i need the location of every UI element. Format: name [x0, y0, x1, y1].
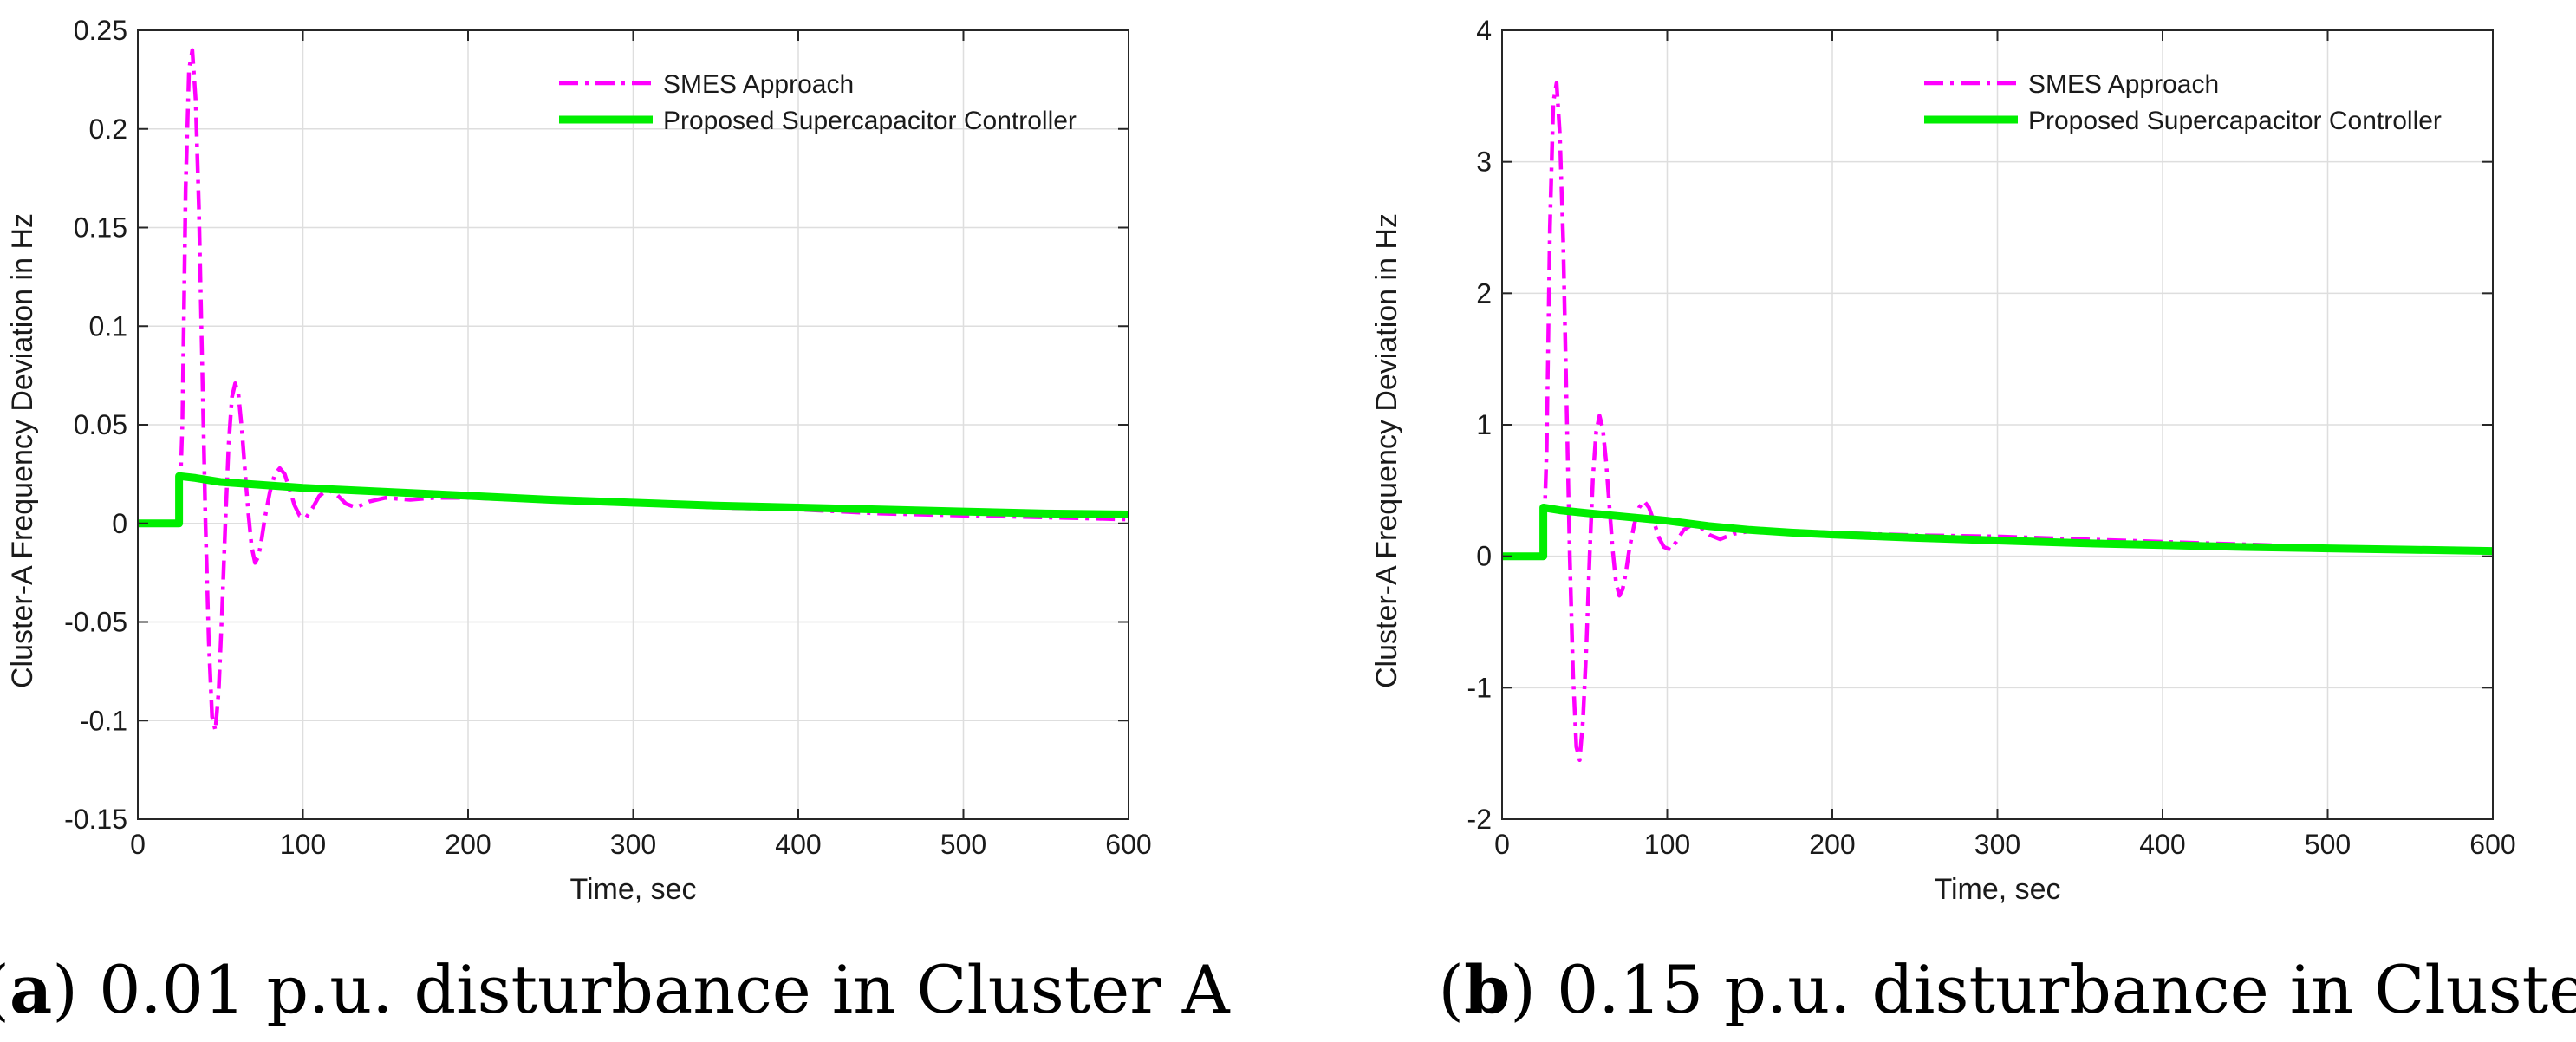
caption-text: 0.01 p.u. disturbance in Cluster A [99, 951, 1231, 1028]
smes-series-line [138, 48, 1129, 733]
y-tick-label: 0.15 [74, 212, 127, 244]
y-tick-label: 2 [1476, 277, 1492, 309]
y-tick-label: -1 [1467, 672, 1492, 703]
y-tick-label: 4 [1476, 15, 1492, 46]
legend: SMES Approach Proposed Supercapacitor Con… [559, 70, 1077, 135]
y-axis-label: Cluster-A Frequency Deviation in Hz [6, 213, 39, 688]
x-tick-label: 600 [1105, 829, 1151, 860]
y-axis-label: Cluster-A Frequency Deviation in Hz [1370, 213, 1403, 688]
x-tick-label: 100 [1644, 829, 1690, 860]
x-axis-label: Time, sec [569, 873, 696, 906]
x-tick-label: 200 [1809, 829, 1855, 860]
x-tick-label: 0 [130, 829, 146, 860]
supercapacitor-series-line [1502, 504, 2494, 561]
supercapacitor-series-line [138, 472, 1129, 528]
y-tick-label: 0 [1476, 541, 1492, 572]
legend-label: Proposed Supercapacitor Controller [663, 107, 1077, 135]
y-tick-label: -0.05 [64, 607, 127, 638]
legend-label: Proposed Supercapacitor Controller [2028, 107, 2442, 135]
y-tick-label: -2 [1467, 804, 1492, 835]
figure-caption: (b) 0.15 p.u. disturbance in Cluster A [1438, 951, 2576, 1028]
x-tick-label: 300 [1974, 829, 2020, 860]
x-tick-label: 400 [775, 829, 821, 860]
series-layer [1502, 81, 2494, 763]
series-layer [138, 48, 1129, 733]
y-tick-label: 0.25 [74, 15, 127, 46]
y-tick-label: 0 [112, 508, 127, 539]
y-tick-label: 3 [1476, 147, 1492, 178]
x-tick-label: 500 [2305, 829, 2351, 860]
y-tick-label: -0.1 [80, 705, 127, 736]
figure-caption: (a) 0.01 p.u. disturbance in Cluster A [0, 951, 1231, 1028]
y-tick-label: 1 [1476, 409, 1492, 440]
legend-label: SMES Approach [2028, 70, 2219, 99]
y-tick-label: 0.2 [89, 114, 127, 145]
tick-labels: 0 100 200 300 400 500 600 -2 -1 0 1 2 3 4 [1467, 15, 2516, 860]
x-tick-label: 400 [2139, 829, 2185, 860]
y-tick-label: -0.15 [64, 804, 127, 835]
panel-b: 0 100 200 300 400 500 600 -2 -1 0 1 2 3 4 Time, sec C… [1370, 15, 2576, 1028]
legend: SMES Approach Proposed Supercapacitor Con… [1924, 70, 2442, 135]
y-tick-label: 0.1 [89, 310, 127, 342]
tick-marks [137, 29, 1129, 820]
panel-label: a [10, 951, 52, 1028]
panel-label: b [1464, 951, 1510, 1028]
smes-series-line [1502, 81, 2494, 763]
x-tick-label: 500 [940, 829, 986, 860]
x-tick-label: 200 [445, 829, 491, 860]
caption-text: 0.15 p.u. disturbance in Cluster A [1557, 951, 2576, 1028]
x-tick-label: 100 [280, 829, 326, 860]
x-tick-label: 300 [610, 829, 656, 860]
tick-labels: 0 100 200 300 400 500 600 -0.15 -0.1 -0.05 0 0.05 0.… [64, 15, 1152, 860]
y-tick-label: 0.05 [74, 409, 127, 440]
panel-a: 0 100 200 300 400 500 600 -0.15 -0.1 -0.05 0 0.05 0.… [0, 15, 1231, 1028]
x-tick-label: 0 [1494, 829, 1510, 860]
tick-marks [1501, 29, 2494, 820]
x-axis-label: Time, sec [1934, 873, 2060, 906]
legend-label: SMES Approach [663, 70, 854, 99]
x-tick-label: 600 [2469, 829, 2515, 860]
